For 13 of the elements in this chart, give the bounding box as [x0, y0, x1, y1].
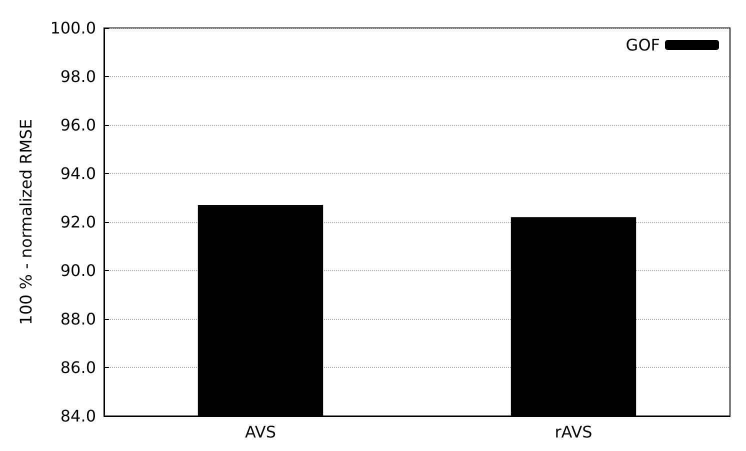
x-tick-label: AVS: [244, 422, 276, 442]
x-tick-label: rAVS: [554, 422, 592, 442]
y-tick-label: 96.0: [60, 116, 96, 134]
y-tick-label: 94.0: [60, 164, 96, 183]
y-tick-label: 84.0: [60, 406, 96, 426]
y-tick-label: 100.0: [50, 18, 96, 38]
y-axis-title: 100 % - normalized RMSE: [16, 119, 36, 325]
y-tick-label: 98.0: [60, 67, 96, 86]
y-tick-label: 92.0: [60, 212, 96, 232]
y-tick-label: 86.0: [60, 358, 96, 377]
y-tick-label: 90.0: [60, 261, 96, 280]
y-tick-label: 88.0: [60, 310, 96, 328]
legend-label: GOF: [626, 36, 660, 54]
